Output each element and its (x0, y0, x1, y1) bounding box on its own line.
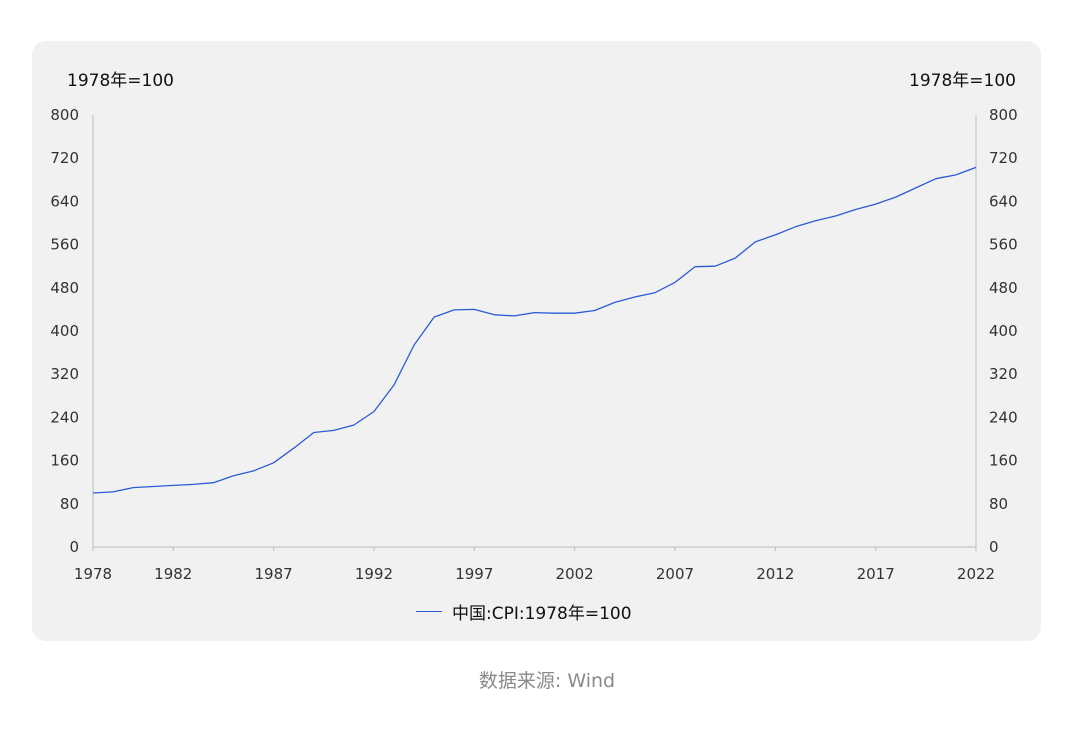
left-y-tick-label: 160 (50, 452, 79, 470)
chart-panel (32, 41, 1041, 641)
left-y-tick-label: 80 (60, 495, 79, 513)
left-y-tick-label: 800 (50, 106, 79, 124)
right-axis-unit-label: 1978年=100 (909, 71, 1016, 91)
x-tick-label: 1978 (74, 565, 112, 583)
x-tick-label: 1987 (255, 565, 293, 583)
left-y-tick-label: 320 (50, 365, 79, 383)
legend: 中国:CPI:1978年=100 (416, 600, 632, 624)
x-tick-label: 1982 (154, 565, 192, 583)
left-y-tick-label: 0 (69, 538, 79, 556)
legend-label: 中国:CPI:1978年=100 (452, 603, 632, 624)
right-y-tick-label: 0 (989, 538, 999, 556)
axes: 0 0 80 80 160 160 240 240 320 320 400 400 480 480 560 5… (50, 106, 1017, 583)
right-y-tick-label: 480 (989, 279, 1018, 297)
right-y-tick-label: 160 (989, 452, 1018, 470)
x-tick-label: 2002 (556, 565, 594, 583)
right-y-tick-label: 640 (989, 192, 1018, 210)
left-axis-unit-label: 1978年=100 (67, 71, 174, 91)
x-tick-label: 2012 (756, 565, 794, 583)
right-y-tick-label: 560 (989, 236, 1018, 254)
x-tick-label: 2007 (656, 565, 694, 583)
x-tick-label: 1992 (355, 565, 393, 583)
left-y-tick-label: 720 (50, 149, 79, 167)
right-y-tick-label: 400 (989, 322, 1018, 340)
left-y-tick-label: 640 (50, 192, 79, 210)
right-y-tick-label: 800 (989, 106, 1018, 124)
legend-line-swatch (416, 610, 442, 612)
left-y-tick-label: 400 (50, 322, 79, 340)
right-y-tick-label: 320 (989, 365, 1018, 383)
right-y-tick-label: 720 (989, 149, 1018, 167)
right-y-tick-label: 240 (989, 408, 1018, 426)
series-line-cpi (92, 166, 977, 494)
x-tick-label: 2022 (957, 565, 995, 583)
left-y-tick-label: 240 (50, 408, 79, 426)
x-tick-label: 2017 (857, 565, 895, 583)
data-source-note: 数据来源: Wind (478, 670, 616, 692)
left-y-tick-label: 560 (50, 236, 79, 254)
left-y-tick-label: 480 (50, 279, 79, 297)
series-layer (92, 166, 977, 494)
x-tick-label: 1997 (455, 565, 493, 583)
right-y-tick-label: 80 (989, 495, 1008, 513)
